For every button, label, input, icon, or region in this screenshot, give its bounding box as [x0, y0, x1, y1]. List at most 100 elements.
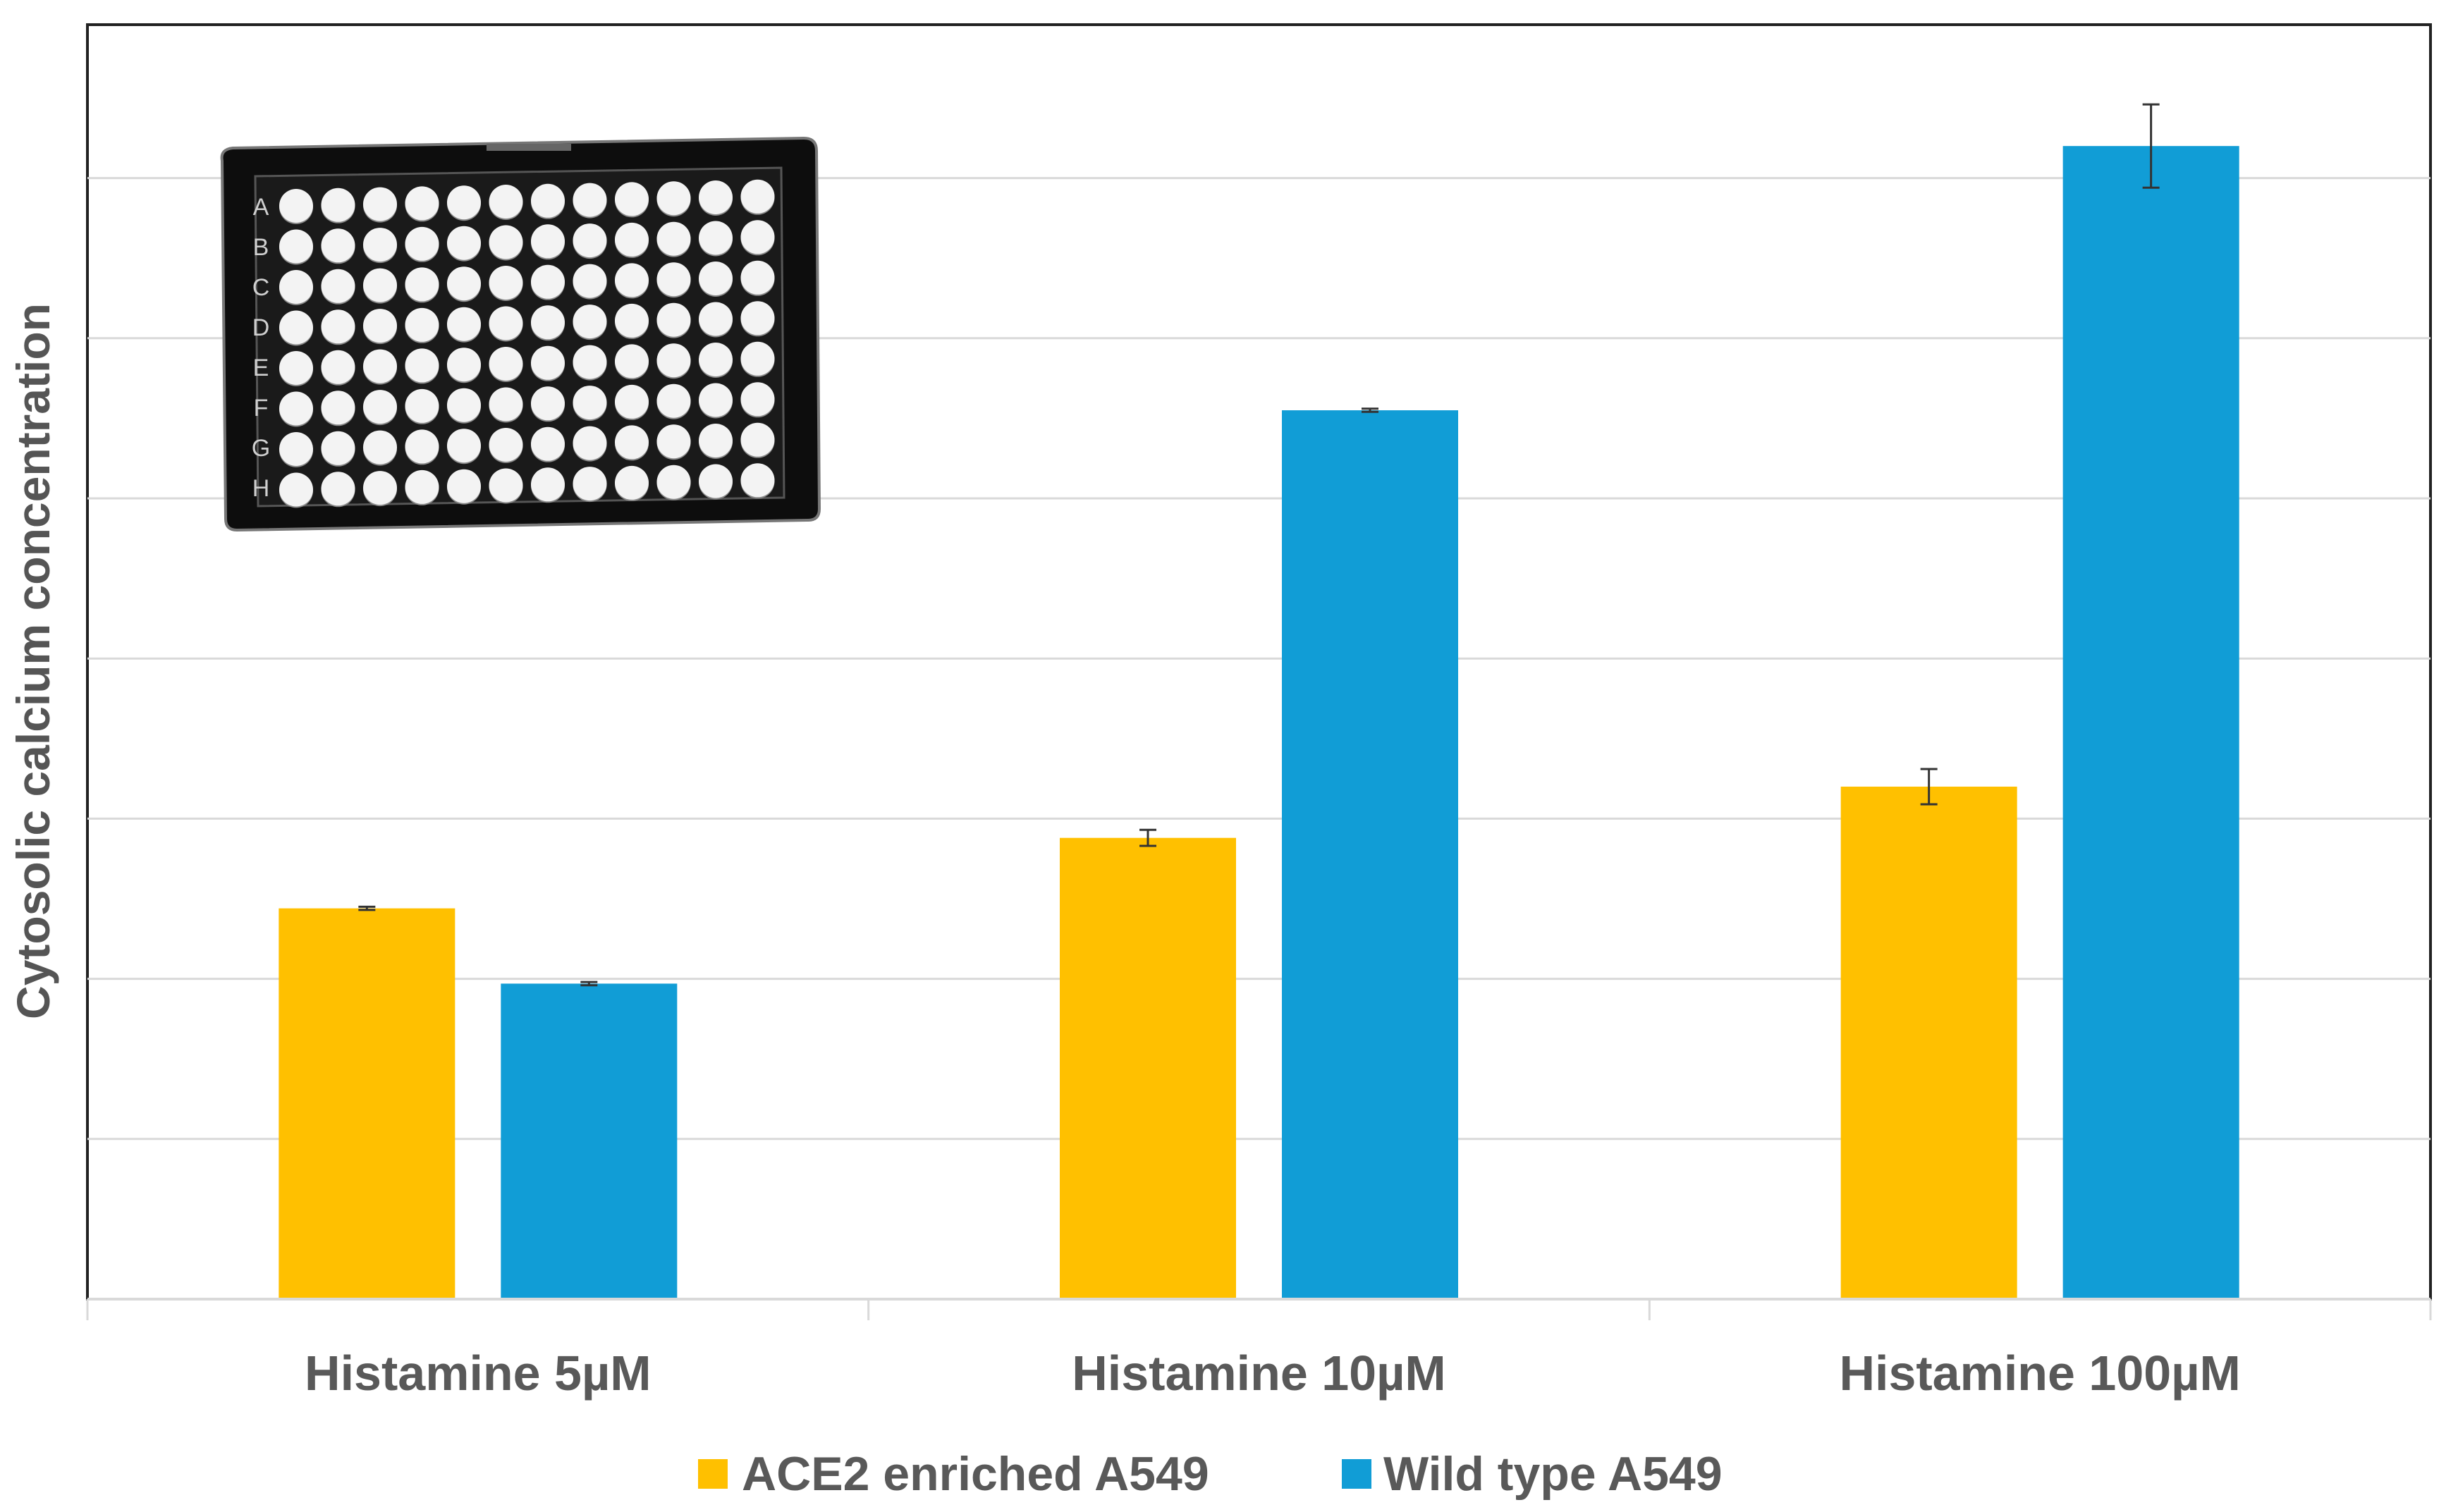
category-label-2: Histamine 10µM: [1072, 1346, 1446, 1401]
plate-well: [405, 267, 439, 302]
plate-well: [740, 463, 775, 498]
plate-well: [656, 383, 691, 418]
plate-well: [699, 262, 733, 295]
plate-well: [405, 429, 439, 464]
plate-well: [489, 387, 523, 422]
plate-well: [531, 426, 565, 461]
plate-well: [321, 269, 355, 303]
legend: ACE2 enriched A549 Wild type A549: [698, 1447, 1723, 1501]
plate-well: [656, 424, 691, 459]
plate-row-label: F: [254, 395, 269, 422]
plate-well: [615, 182, 649, 216]
plate-well: [447, 348, 481, 382]
bar-wildtype-3: [2062, 146, 2239, 1299]
plate-well: [279, 189, 313, 223]
plate-well: [531, 386, 565, 421]
plate-well: [656, 465, 691, 499]
plate-well: [321, 309, 355, 344]
plate-well: [489, 347, 523, 381]
plate-well: [656, 262, 691, 297]
plate-well: [740, 301, 775, 336]
plate-well: [405, 226, 439, 261]
plate-well: [447, 266, 481, 301]
category-label-3: Histamine 100µM: [1839, 1346, 2240, 1401]
bar-wildtype-1: [501, 983, 678, 1299]
plate-well: [321, 350, 355, 384]
plate-well: [573, 345, 607, 379]
plate-well: [405, 186, 439, 221]
plate-well: [363, 268, 397, 302]
plate-well: [615, 384, 649, 419]
plate-well: [321, 188, 355, 222]
category-labels: Histamine 5µM Histamine 10µM Histamine 100…: [305, 1346, 2241, 1401]
plate-row-label: H: [252, 475, 270, 502]
plate-row-label: E: [253, 355, 269, 381]
plate-row-label: C: [252, 274, 270, 301]
plate-well: [363, 228, 397, 262]
plate-well: [531, 305, 565, 340]
plate-well: [531, 224, 565, 259]
plate-well: [740, 179, 775, 214]
plate-well: [279, 270, 313, 304]
plate-well: [447, 185, 481, 220]
plate-well: [279, 229, 313, 264]
plate-well: [573, 264, 607, 298]
plate-well: [656, 221, 691, 256]
plate-well: [740, 260, 775, 295]
bar-ace2-1: [279, 908, 455, 1299]
plate-well: [447, 429, 481, 463]
plate-well: [279, 391, 313, 426]
category-label-1: Histamine 5µM: [305, 1346, 652, 1401]
plate-well: [699, 180, 733, 214]
plate-well: [573, 426, 607, 460]
plate-well: [279, 432, 313, 466]
plate-well: [615, 344, 649, 379]
plate-well: [447, 388, 481, 422]
plate-well: [531, 183, 565, 218]
plate-top-notch: [487, 144, 571, 151]
plate-well: [615, 222, 649, 257]
plate-row-label: D: [252, 314, 270, 341]
plate-row-label: B: [253, 234, 269, 261]
plate-well: [489, 468, 523, 503]
plate-well: [363, 390, 397, 424]
bar-ace2-3: [1840, 786, 2017, 1299]
plate-well: [321, 472, 355, 506]
error-bars: [358, 103, 2160, 987]
plate-well: [573, 223, 607, 258]
plate-well: [279, 310, 313, 345]
plate-well: [740, 341, 775, 376]
plate-well: [699, 383, 733, 417]
plate-well: [321, 431, 355, 465]
plate-well: [656, 181, 691, 216]
plate-well: [615, 465, 649, 500]
y-axis-label: Cytosolic calcium concentration: [7, 303, 59, 1019]
plate-well: [699, 221, 733, 255]
plate-well: [405, 348, 439, 383]
plate-well: [363, 471, 397, 505]
plate-well: [699, 302, 733, 336]
plate-well: [321, 228, 355, 263]
plate-well: [363, 309, 397, 343]
plate-well: [489, 266, 523, 300]
plate-row-label: A: [253, 194, 269, 221]
plate-well: [531, 345, 565, 380]
legend-swatch-ace2: [698, 1459, 728, 1489]
plate-well: [740, 220, 775, 254]
plate-well: [447, 469, 481, 503]
plate-well: [489, 225, 523, 259]
plate-well: [489, 185, 523, 219]
plate-well: [740, 422, 775, 457]
plate-well: [363, 349, 397, 383]
plate-well: [615, 425, 649, 460]
legend-label-ace2: ACE2 enriched A549: [742, 1447, 1209, 1501]
plate-well: [363, 430, 397, 465]
plate-well: [573, 305, 607, 339]
legend-swatch-wildtype: [1342, 1459, 1371, 1489]
plate-well: [321, 391, 355, 425]
bars: [279, 146, 2239, 1299]
plate-well: [489, 306, 523, 340]
plate-well: [573, 386, 607, 420]
